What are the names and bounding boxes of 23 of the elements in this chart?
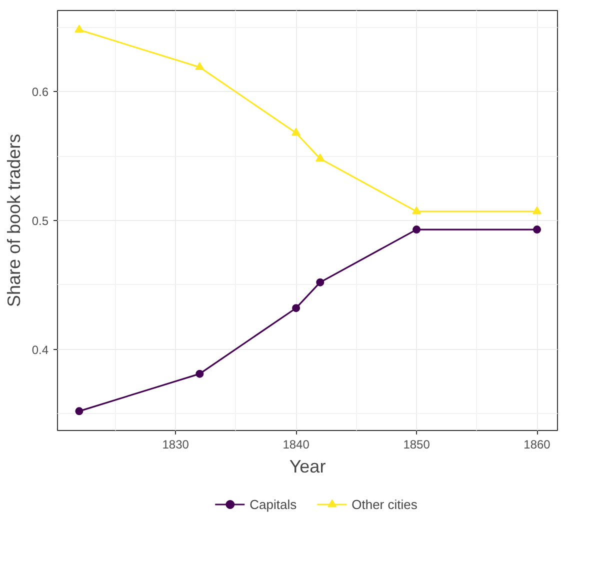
legend-label: Other cities: [352, 496, 418, 512]
y-tick-label: 0.6: [32, 85, 49, 100]
point: [533, 226, 542, 234]
legend-label: Capitals: [250, 496, 297, 512]
point: [292, 128, 301, 136]
x-tick-label: 1830: [162, 438, 190, 452]
x-tick-label: 1860: [524, 438, 551, 452]
point: [292, 304, 300, 312]
point: [316, 154, 325, 162]
x-tick-label: 1840: [282, 438, 310, 452]
point: [196, 370, 204, 378]
point: [412, 226, 421, 234]
point: [532, 206, 542, 214]
y-tick-label: 0.4: [32, 342, 49, 357]
point: [74, 24, 84, 33]
point: [75, 407, 84, 416]
point: [412, 206, 422, 214]
point: [316, 278, 324, 286]
x-axis-title: Year: [289, 456, 326, 476]
point: [195, 62, 204, 70]
x-tick-label: 1850: [403, 438, 430, 452]
y-tick-label: 0.5: [32, 214, 49, 228]
y-axis-title: Share of book traders: [4, 134, 24, 308]
